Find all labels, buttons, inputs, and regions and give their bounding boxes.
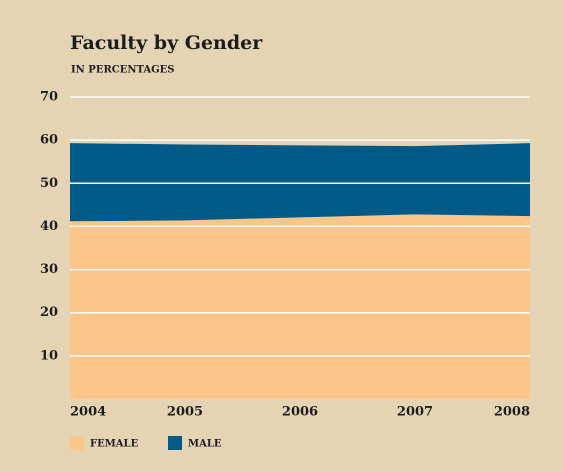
y-tick-label: 40 [40,219,58,234]
x-tick-label: 2008 [494,405,530,420]
area [70,143,530,222]
chart-title: Faculty by Gender [70,32,263,54]
legend-swatch [168,436,182,450]
y-tick-label: 50 [40,176,58,191]
x-tick-label: 2005 [167,405,203,420]
y-tick-label: 60 [40,133,58,148]
y-tick-label: 20 [40,305,58,320]
y-tick-label: 30 [40,262,58,277]
x-tick-label: 2006 [282,405,318,420]
chart-subtitle: IN PERCENTAGES [71,65,175,76]
area [70,214,530,399]
legend-label: MALE [188,439,222,450]
y-tick-label: 70 [40,90,58,105]
legend-swatch [70,436,84,450]
y-tick-label: 10 [40,348,58,363]
x-tick-label: 2007 [397,405,433,420]
legend-label: FEMALE [90,439,139,450]
x-tick-label: 2004 [70,405,106,420]
